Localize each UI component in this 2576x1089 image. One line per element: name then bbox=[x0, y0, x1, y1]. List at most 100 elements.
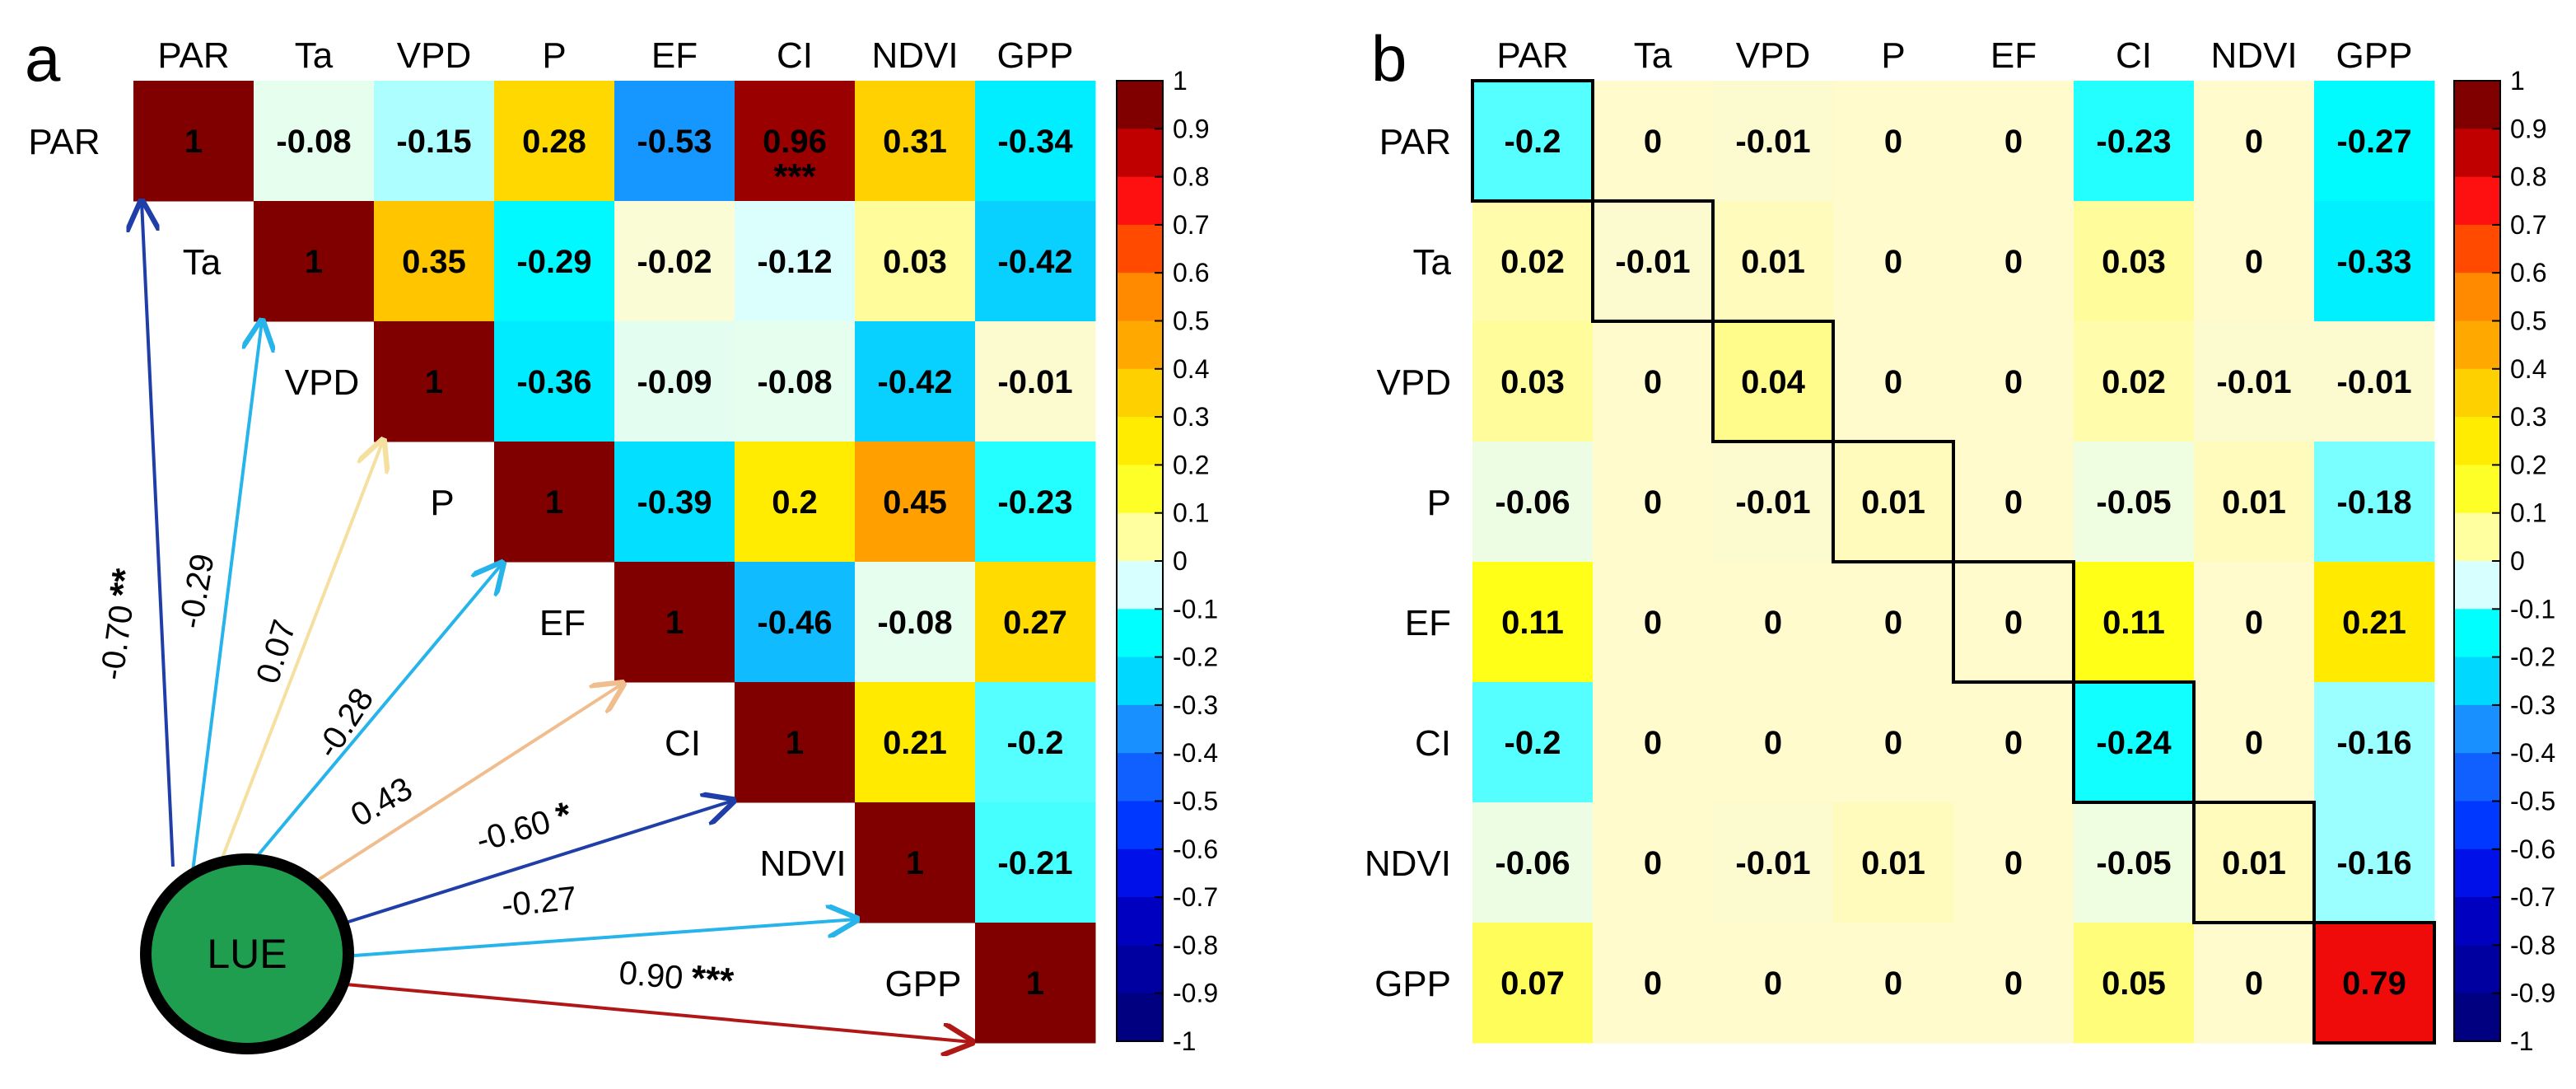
panel-b-row-label-ci: CI bbox=[1415, 723, 1451, 764]
panel-b-colorbar-bin bbox=[2454, 657, 2500, 706]
panel-b-cell-value: 0 bbox=[1884, 244, 1902, 280]
panel-a-colorbar-bin bbox=[1117, 897, 1163, 946]
panel-b-cell-gpp-vpd bbox=[1713, 923, 1834, 1044]
panel-b-cell-value: 0 bbox=[2004, 965, 2023, 1002]
panel-b-cell-gpp-par bbox=[1472, 923, 1594, 1044]
path-arrow-lue-ef bbox=[295, 684, 623, 895]
panel-a-colorbar-tick-label: 0.4 bbox=[1173, 354, 1209, 384]
panel-a-cell-value: -0.08 bbox=[877, 605, 952, 641]
panel-b-col-header-p: P bbox=[1881, 35, 1905, 76]
panel-a-cell-ta-ci bbox=[735, 201, 856, 322]
panel-b-cell-ef-gpp bbox=[2314, 562, 2435, 683]
panel-a-cell-value: -0.01 bbox=[997, 364, 1072, 400]
panel-a-colorbar-bin bbox=[1117, 609, 1163, 658]
panel-b-colorbar-tick-label: 0.5 bbox=[2510, 306, 2546, 336]
panel-a-col-header-vpd: VPD bbox=[397, 35, 471, 76]
panel-b-cell-par-ndvi bbox=[2194, 81, 2315, 202]
panel-b-cell-p-gpp bbox=[2314, 442, 2435, 563]
panel-b-cell-p-ndvi bbox=[2194, 442, 2315, 563]
panel-a-cell-value: -0.09 bbox=[637, 364, 712, 400]
path-arrow-lue-ta bbox=[191, 321, 262, 872]
panel-b-cell-ci-ndvi bbox=[2194, 682, 2315, 803]
panel-b-diagonal-cell-outline bbox=[1952, 560, 2075, 684]
panel-b-cell-value: 0 bbox=[1764, 965, 1782, 1002]
panel-b-cell-value: 0.01 bbox=[1741, 244, 1805, 280]
panel-a-col-header-ta: Ta bbox=[295, 35, 334, 76]
panel-b-colorbar-bin bbox=[2454, 993, 2500, 1042]
panel-b-colorbar-tick-label: 0 bbox=[2510, 546, 2525, 576]
panel-b-cell-value: 0 bbox=[1644, 965, 1662, 1002]
panel-b-cell-value: 0.01 bbox=[2222, 845, 2286, 881]
panel-b-cell-p-ci bbox=[2074, 442, 2195, 563]
panel-b-cell-ta-ta bbox=[1593, 201, 1714, 322]
panel-b-cell-ndvi-gpp bbox=[2314, 802, 2435, 923]
panel-b-cell-ndvi-p bbox=[1833, 802, 1954, 923]
panel-a-colorbar-tick-label: 1 bbox=[1173, 66, 1188, 96]
panel-b-cell-value: -0.01 bbox=[1735, 845, 1810, 881]
panel-b-cell-value: 0 bbox=[1644, 605, 1662, 641]
panel-b-cell-value: -0.01 bbox=[1615, 244, 1690, 280]
panel-a-colorbar-tick-label: -0.7 bbox=[1173, 882, 1218, 912]
panel-a-cell-value: 1 bbox=[184, 124, 203, 160]
panel-b-cell-ndvi-par bbox=[1472, 802, 1594, 923]
panel-b-cell-ta-ef bbox=[1953, 201, 2074, 322]
panel-a-cell-vpd-ci bbox=[735, 321, 856, 442]
panel-b-cell-ef-p bbox=[1833, 562, 1954, 683]
panel-b-cell-value: 0 bbox=[1644, 484, 1662, 521]
panel-a-col-header-p: P bbox=[542, 35, 566, 76]
panel-b-cell-value: 0 bbox=[2245, 124, 2263, 160]
panel-b-row-label-p: P bbox=[1427, 483, 1451, 523]
panel-a-colorbar-bin bbox=[1117, 273, 1163, 321]
panel-b-cell-ndvi-vpd bbox=[1713, 802, 1834, 923]
panel-a-colorbar-tick-label: -0.4 bbox=[1173, 738, 1218, 768]
panel-a-cell-ef-ci bbox=[735, 562, 856, 683]
path-coef-vpd: 0.07 bbox=[250, 616, 303, 688]
panel-b-colorbar-tick-label: 0.3 bbox=[2510, 402, 2546, 432]
panel-a-colorbar-tick-label: 0.9 bbox=[1173, 114, 1209, 143]
panel-b-colorbar-bin bbox=[2454, 417, 2500, 465]
panel-b-cell-gpp-ef bbox=[1953, 923, 2074, 1044]
lue-node: LUE bbox=[140, 853, 354, 1054]
panel-b-colorbar-tick-label: -0.3 bbox=[2510, 690, 2555, 720]
panel-b-cell-par-ta bbox=[1593, 81, 1714, 202]
panel-b-colorbar-tick-label: 0.7 bbox=[2510, 210, 2546, 240]
panel-b-cell-value: 0 bbox=[2004, 124, 2023, 160]
panel-b-colorbar-tick-label: 0.4 bbox=[2510, 354, 2546, 384]
panel-b-cell-p-ef bbox=[1953, 442, 2074, 563]
panel-b-cell-ta-par bbox=[1472, 201, 1594, 322]
panel-b-cell-values: -0.2 0 -0.01 0 0 -0.23 0 -0.27 0.02 -0.01 0.01 0 0 0.… bbox=[1495, 124, 2411, 1002]
panel-b-cell-ef-ci bbox=[2074, 562, 2195, 683]
panel-b-colorbar-bin bbox=[2454, 897, 2500, 946]
panel-b-cell-value: 0 bbox=[2004, 244, 2023, 280]
panel-b-cell-value: 0 bbox=[1644, 364, 1662, 400]
panel-a-cell-values: 1 -0.08 -0.15 0.28 -0.53 0.96 0.31 -0.34 1 0.35 -0… bbox=[184, 124, 1073, 1002]
panel-a-cell-p-ci bbox=[735, 442, 856, 563]
panel-a-cell-vpd-p bbox=[494, 321, 615, 442]
panel-b-cell-ndvi-ta bbox=[1593, 802, 1714, 923]
panel-a-cell-p-ndvi bbox=[855, 442, 976, 563]
panel-a-row-label-ci: CI bbox=[665, 723, 701, 764]
panel-a-colorbar-tick-label: -0.2 bbox=[1173, 643, 1218, 672]
panel-b-cell-value: 0.02 bbox=[2102, 364, 2166, 400]
panel-b-diagonal-cell-outline bbox=[1591, 199, 1715, 323]
panel-b-cell-ci-ef bbox=[1953, 682, 2074, 803]
panel-a-cell-value: 0.27 bbox=[1003, 605, 1067, 641]
panel-a-cell-ndvi-gpp bbox=[975, 802, 1096, 923]
panel-b-cell-value: -0.18 bbox=[2336, 484, 2411, 521]
panel-a-colorbar-tick-label: 0.6 bbox=[1173, 258, 1209, 287]
panel-b-cell-vpd-p bbox=[1833, 321, 1954, 442]
panel-a-row-label-ndvi: NDVI bbox=[759, 844, 846, 884]
panel-a-cell-value: 0.45 bbox=[883, 484, 947, 521]
panel-b-cells bbox=[1472, 81, 2435, 1044]
panel-b-cell-value: 0 bbox=[1644, 725, 1662, 761]
panel-a-cell-value: 0.35 bbox=[402, 244, 466, 280]
panel-b-cell-gpp-gpp bbox=[2314, 923, 2435, 1044]
panel-b-cell-value: -0.01 bbox=[2216, 364, 2291, 400]
panel-b-colorbar-tick-label: 1 bbox=[2510, 66, 2525, 96]
panel-b-cell-ef-ndvi bbox=[2194, 562, 2315, 683]
panel-a-cell-ta-vpd bbox=[374, 201, 495, 322]
panel-b-cell-gpp-ndvi bbox=[2194, 923, 2315, 1044]
panel-a-cell-value: -0.29 bbox=[516, 244, 591, 280]
panel-b-cell-value: -0.05 bbox=[2096, 845, 2171, 881]
panel-b-diagonal-cell-outline bbox=[1832, 440, 1955, 563]
